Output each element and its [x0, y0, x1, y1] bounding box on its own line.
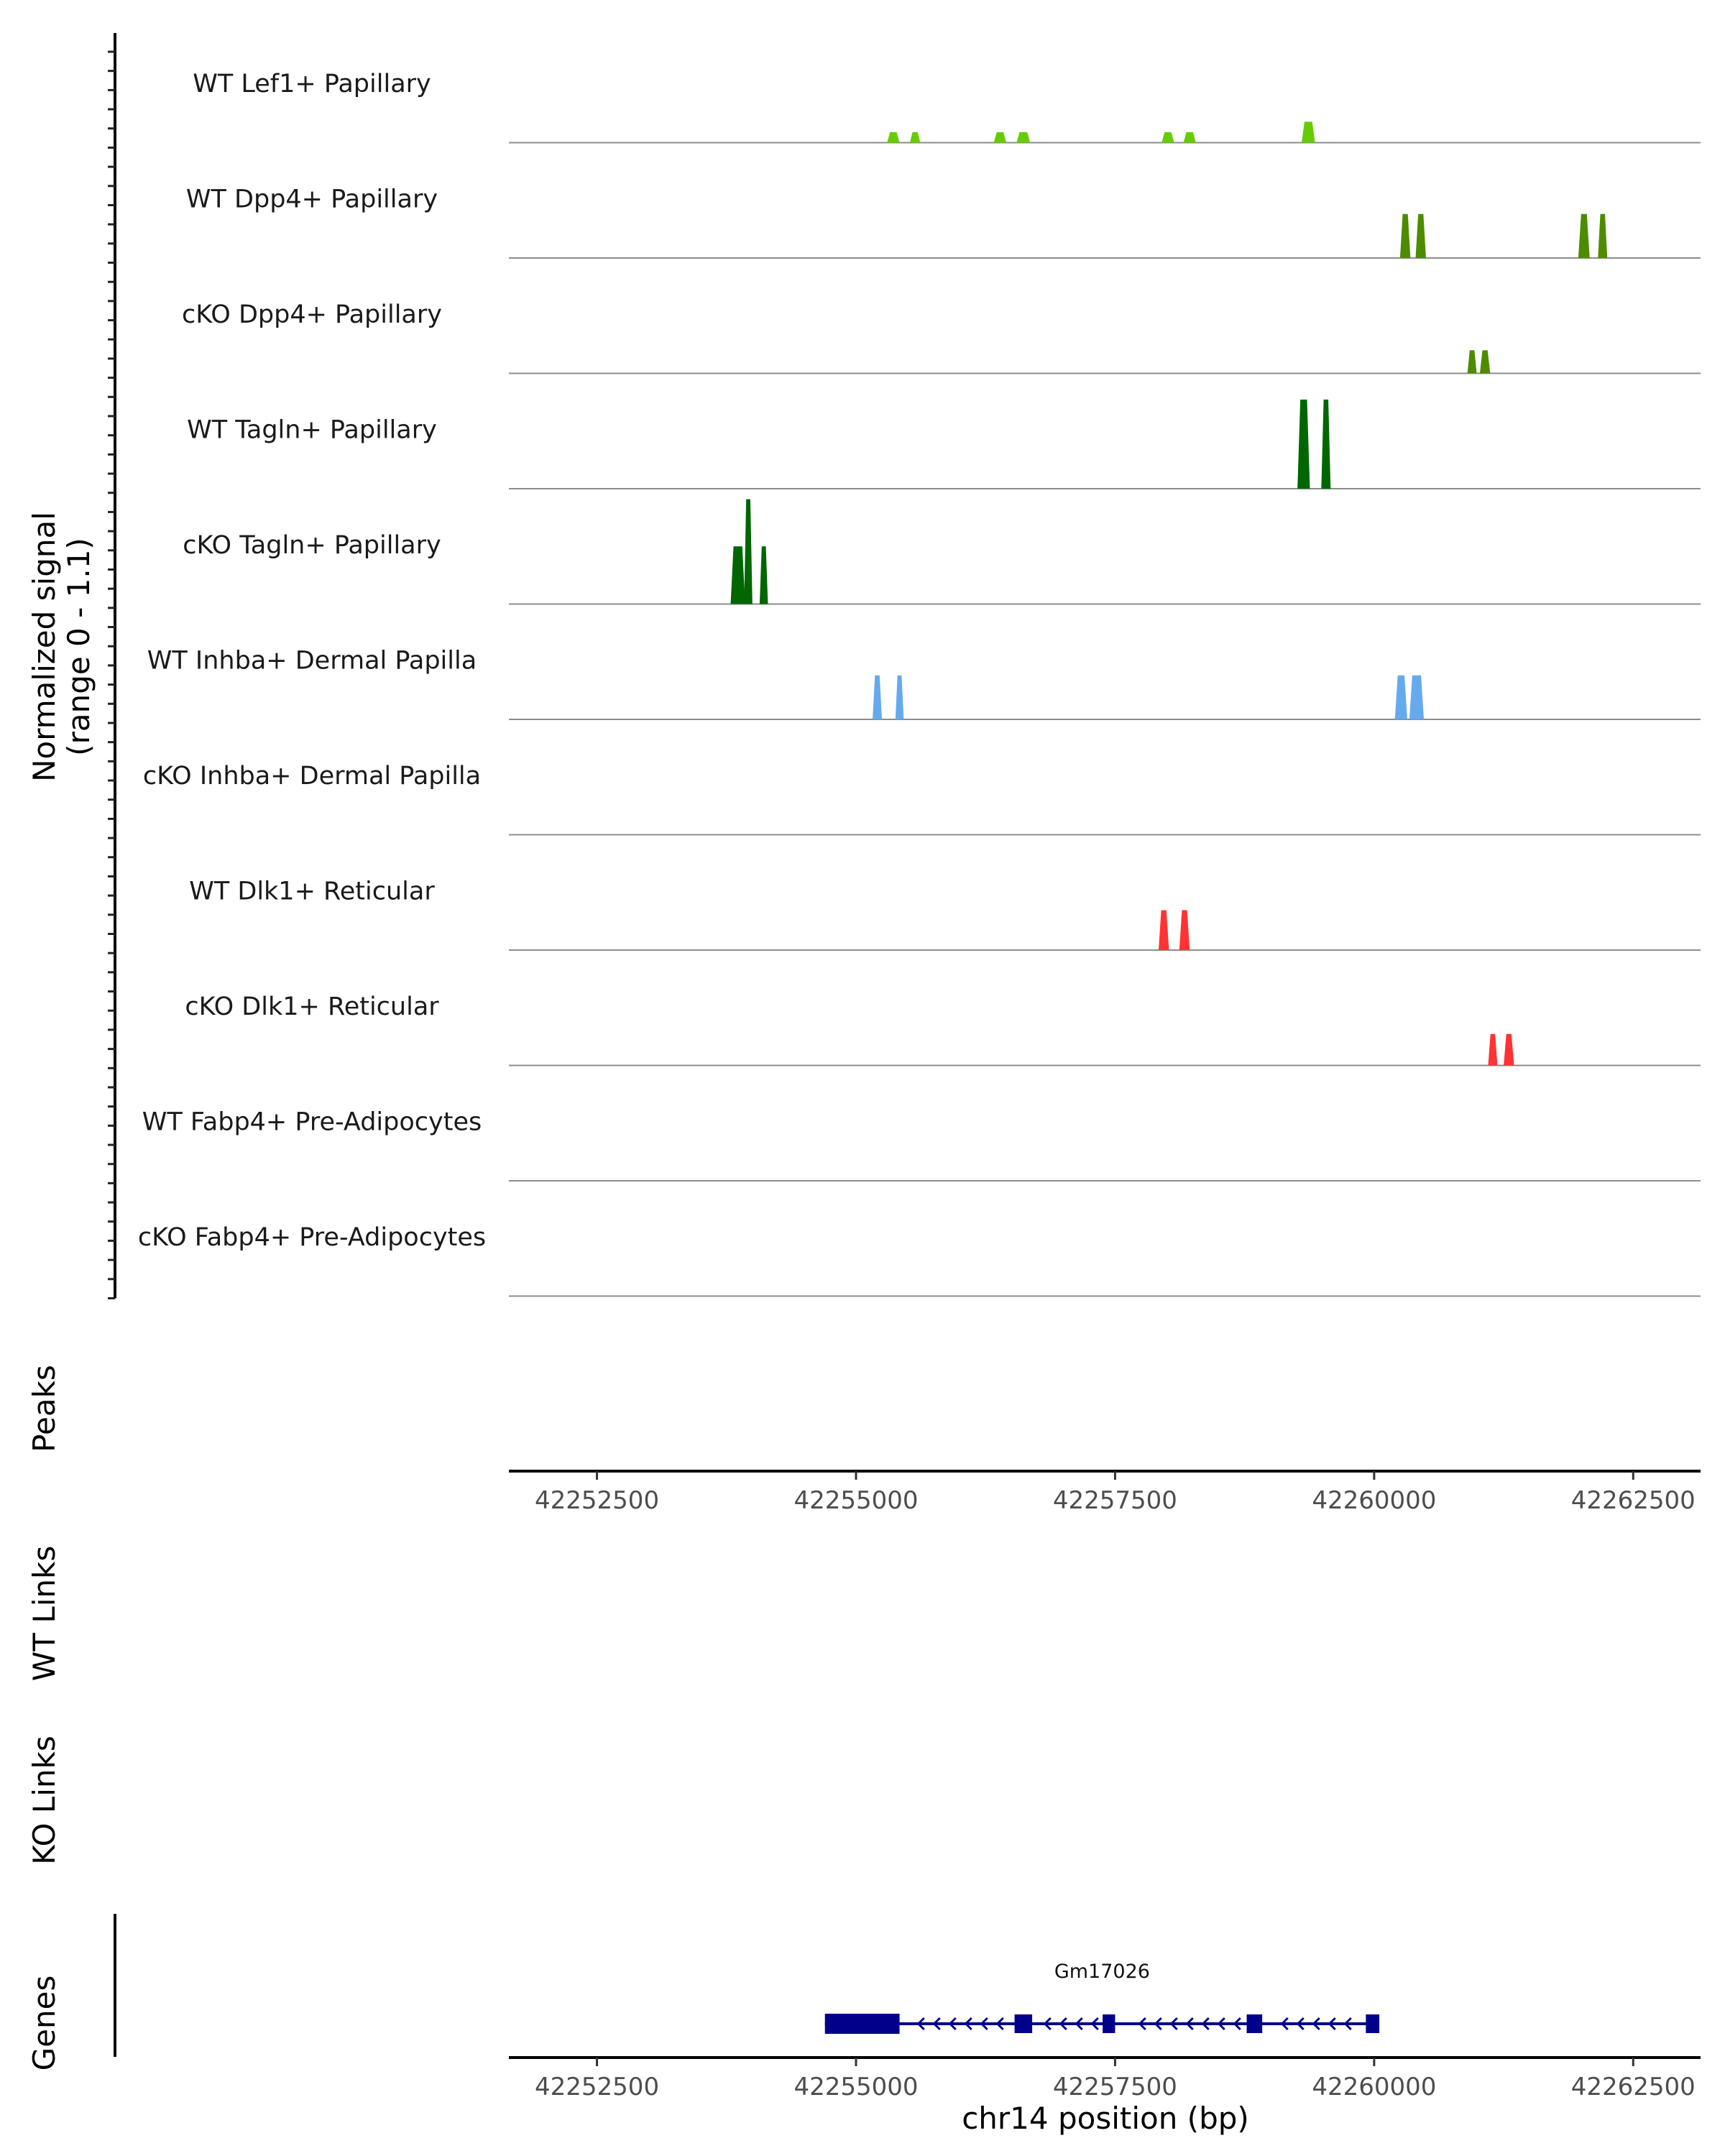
x-tick-label: 42262500	[1571, 2073, 1696, 2101]
gene-exon	[1246, 2014, 1263, 2033]
x-axis-peaks-panel: 42252500 42255000 42257500 42260000 42262500	[509, 1470, 1701, 1515]
strand-arrow	[1296, 2017, 1305, 2031]
x-tick-label: 42257500	[1053, 2073, 1177, 2101]
signal-y-axis	[108, 33, 116, 1299]
coverage-peak	[730, 546, 745, 604]
coverage-peak	[873, 675, 883, 719]
strand-arrow	[1343, 2017, 1352, 2031]
gene-exon	[824, 2014, 900, 2034]
track-label: WT Inhba+ Dermal Papilla	[147, 647, 477, 676]
coverage-peak	[1467, 350, 1477, 374]
strand-arrow	[1201, 2017, 1210, 2031]
strand-arrow	[1280, 2017, 1289, 2031]
x-tick-label: 42255000	[794, 1486, 918, 1515]
coverage-peak	[887, 132, 900, 143]
strand-arrow	[1233, 2017, 1241, 2031]
coverage-peak	[1504, 1033, 1514, 1066]
track-label: WT Lef1+ Papillary	[193, 70, 431, 98]
coverage-peak	[909, 132, 921, 143]
coverage-peak	[1016, 132, 1031, 143]
track-name-labels: WT Lef1+ Papillary WT Dpp4+ Papillary cKO …	[138, 70, 486, 1252]
gene-exon	[1366, 2014, 1380, 2033]
track-label: cKO Inhba+ Dermal Papilla	[143, 762, 481, 791]
coverage-peak	[1399, 213, 1411, 258]
x-axis-genes-panel: 42252500 42255000 42257500 42260000 42262500	[509, 2056, 1701, 2101]
strand-arrow	[916, 2017, 925, 2031]
coverage-peak	[744, 499, 753, 604]
strand-arrow	[1328, 2017, 1336, 2031]
peaks-section-label: Peaks	[27, 1365, 62, 1452]
strand-arrow	[932, 2017, 941, 2031]
strand-arrow	[1090, 2017, 1099, 2031]
track-label: WT Dpp4+ Papillary	[186, 185, 438, 214]
coverage-peak	[1578, 213, 1590, 258]
coverage-peak	[1183, 132, 1196, 143]
track-label: WT Tagln+ Papillary	[187, 416, 437, 445]
strand-arrow	[1059, 2017, 1067, 2031]
signal-y-axis-range: (range 0 - 1.1)	[61, 538, 96, 756]
gene-exon	[1014, 2014, 1033, 2033]
coverage-peak	[1488, 1033, 1498, 1066]
strand-arrow	[1185, 2017, 1194, 2031]
x-tick-label: 42260000	[1312, 2073, 1436, 2101]
x-tick-label: 42260000	[1312, 1486, 1436, 1515]
coverage-peak	[1297, 399, 1310, 489]
coverage-peak	[1321, 399, 1331, 489]
genes-section-label: Genes	[27, 1976, 62, 2071]
coverage-peak	[1479, 350, 1491, 374]
wt-links-section-label: WT Links	[27, 1546, 62, 1681]
coverage-peak	[759, 546, 768, 604]
strand-arrow	[1217, 2017, 1225, 2031]
coverage-peak	[1162, 132, 1174, 143]
coverage-peak	[1301, 121, 1315, 143]
strand-arrow	[1138, 2017, 1146, 2031]
strand-arrow	[1169, 2017, 1178, 2031]
coverage-peak	[1409, 675, 1425, 719]
track-label: cKO Dlk1+ Reticular	[185, 992, 439, 1021]
strand-arrow	[964, 2017, 972, 2031]
x-tick-label: 42252500	[535, 2073, 659, 2101]
coverage-peak	[1598, 213, 1608, 258]
coverage-tracks	[509, 121, 1701, 1297]
track-label: WT Fabp4+ Pre-Adipocytes	[142, 1108, 482, 1137]
strand-arrow	[1154, 2017, 1162, 2031]
track-label: cKO Fabp4+ Pre-Adipocytes	[138, 1223, 486, 1252]
coverage-peak	[1394, 675, 1407, 719]
signal-y-axis-title: Normalized signal	[27, 512, 62, 782]
gene-name-label: Gm17026	[1054, 1961, 1150, 1983]
x-axis-title: chr14 position (bp)	[962, 2101, 1249, 2136]
coverage-peak	[993, 132, 1007, 143]
track-label: cKO Tagln+ Papillary	[183, 531, 441, 560]
x-tick-label: 42257500	[1053, 1486, 1177, 1515]
strand-arrow	[1312, 2017, 1320, 2031]
coverage-peak	[895, 675, 904, 719]
coverage-peak	[1158, 910, 1169, 950]
strand-arrow	[948, 2017, 957, 2031]
strand-arrow	[995, 2017, 1004, 2031]
gene-exon	[1103, 2014, 1116, 2033]
coverage-peak	[1415, 213, 1426, 258]
ko-links-section-label: KO Links	[27, 1736, 62, 1865]
strand-arrow	[980, 2017, 988, 2031]
gene-annotation-track: Gm17026	[824, 1961, 1380, 2034]
track-label: WT Dlk1+ Reticular	[189, 877, 435, 906]
x-tick-label: 42255000	[794, 2073, 918, 2101]
x-tick-label: 42252500	[535, 1486, 659, 1515]
x-tick-label: 42262500	[1571, 1486, 1696, 1515]
track-label: cKO Dpp4+ Papillary	[182, 300, 442, 329]
coverage-peak	[1179, 910, 1190, 950]
strand-arrow	[1043, 2017, 1052, 2031]
strand-arrow	[1075, 2017, 1083, 2031]
